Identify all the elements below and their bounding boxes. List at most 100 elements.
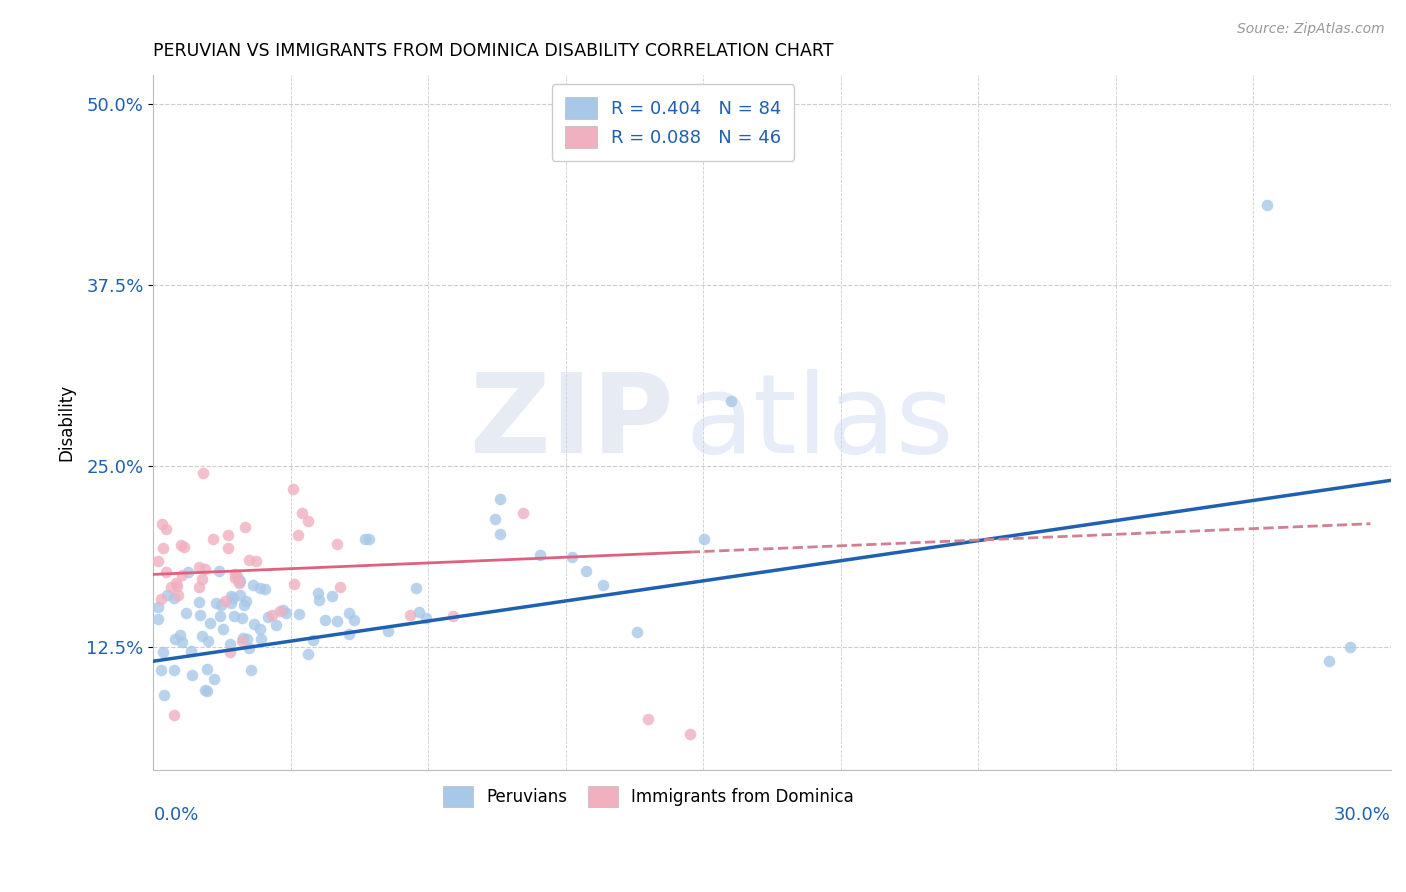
Text: 0.0%: 0.0% xyxy=(153,805,198,824)
Point xyxy=(720,393,742,408)
Point xyxy=(219,637,242,651)
Point xyxy=(488,492,510,507)
Point xyxy=(180,644,202,658)
Point xyxy=(150,517,173,532)
Y-axis label: Disability: Disability xyxy=(58,384,75,461)
Point xyxy=(235,520,257,534)
Point xyxy=(260,608,283,623)
Point xyxy=(297,514,319,528)
Point xyxy=(254,582,277,597)
Point xyxy=(173,540,195,554)
Point xyxy=(163,707,186,722)
Point xyxy=(283,482,305,496)
Point xyxy=(163,591,186,605)
Point xyxy=(233,599,256,613)
Point xyxy=(219,596,242,610)
Point xyxy=(231,611,253,625)
Point xyxy=(191,466,214,480)
Point xyxy=(163,663,186,677)
Point xyxy=(214,594,236,608)
Point xyxy=(152,541,174,555)
Point xyxy=(228,573,250,587)
Point xyxy=(337,627,360,641)
Point xyxy=(205,595,228,609)
Legend: Peruvians, Immigrants from Dominica: Peruvians, Immigrants from Dominica xyxy=(436,780,860,814)
Point xyxy=(291,506,314,520)
Point xyxy=(626,624,648,639)
Point xyxy=(274,606,297,620)
Point xyxy=(198,616,221,631)
Point xyxy=(202,672,225,686)
Point xyxy=(146,600,169,615)
Point xyxy=(170,567,193,582)
Point xyxy=(326,537,349,551)
Point xyxy=(222,608,245,623)
Point xyxy=(575,564,598,578)
Point xyxy=(163,632,186,647)
Point xyxy=(167,588,190,602)
Point xyxy=(242,578,264,592)
Point xyxy=(264,617,287,632)
Point xyxy=(187,560,209,574)
Point xyxy=(191,629,214,643)
Text: PERUVIAN VS IMMIGRANTS FROM DOMINICA DISABILITY CORRELATION CHART: PERUVIAN VS IMMIGRANTS FROM DOMINICA DIS… xyxy=(153,42,834,60)
Point xyxy=(155,566,177,580)
Point xyxy=(228,576,250,591)
Point xyxy=(1256,198,1278,212)
Text: Source: ZipAtlas.com: Source: ZipAtlas.com xyxy=(1237,22,1385,37)
Point xyxy=(561,549,583,564)
Point xyxy=(249,632,271,646)
Point xyxy=(679,726,702,740)
Point xyxy=(1339,640,1361,654)
Point xyxy=(152,645,174,659)
Point xyxy=(377,624,399,638)
Point xyxy=(169,628,191,642)
Point xyxy=(155,522,177,536)
Text: ZIP: ZIP xyxy=(470,369,673,476)
Point xyxy=(201,532,224,546)
Point xyxy=(257,610,280,624)
Point xyxy=(235,593,257,607)
Point xyxy=(1317,654,1340,668)
Point xyxy=(343,613,366,627)
Point xyxy=(181,668,204,682)
Point xyxy=(146,554,169,568)
Point xyxy=(243,617,266,632)
Point xyxy=(231,634,253,648)
Point xyxy=(236,632,259,646)
Point xyxy=(321,589,343,603)
Point xyxy=(302,632,325,647)
Point xyxy=(159,580,181,594)
Point xyxy=(415,611,437,625)
Point xyxy=(238,553,260,567)
Point xyxy=(314,613,336,627)
Point xyxy=(238,640,260,655)
Point xyxy=(208,564,231,578)
Point xyxy=(307,586,329,600)
Text: atlas: atlas xyxy=(686,369,955,476)
Point xyxy=(218,645,240,659)
Point xyxy=(225,569,247,583)
Point xyxy=(249,581,271,595)
Point xyxy=(195,662,218,676)
Point xyxy=(172,635,194,649)
Point xyxy=(224,571,246,585)
Point xyxy=(209,598,232,612)
Point xyxy=(441,609,464,624)
Point xyxy=(150,663,173,677)
Point xyxy=(217,528,239,542)
Point xyxy=(229,588,252,602)
Point xyxy=(153,688,176,702)
Point xyxy=(353,532,375,546)
Point xyxy=(191,573,214,587)
Text: 30.0%: 30.0% xyxy=(1334,805,1391,824)
Point xyxy=(194,682,217,697)
Point xyxy=(211,622,233,636)
Point xyxy=(283,576,305,591)
Point xyxy=(194,562,217,576)
Point xyxy=(187,595,209,609)
Point xyxy=(239,663,262,677)
Point xyxy=(326,614,349,628)
Point xyxy=(269,604,291,618)
Point xyxy=(209,608,232,623)
